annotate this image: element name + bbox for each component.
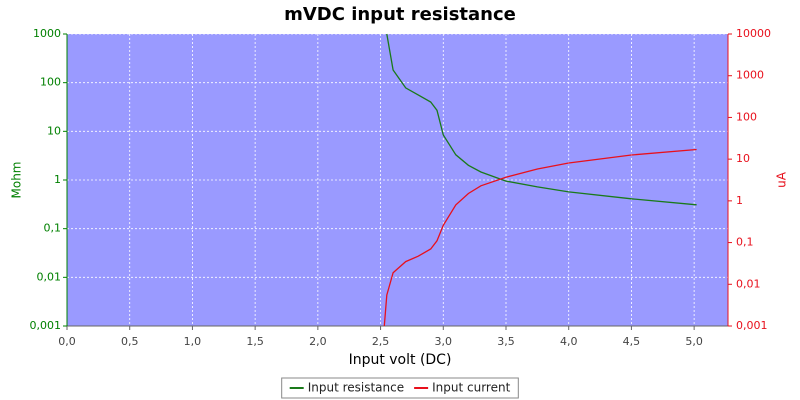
- y2-axis-label: uA: [775, 171, 789, 188]
- x-tick-label: 4,5: [623, 335, 641, 348]
- y-tick-label: 0,01: [37, 270, 62, 283]
- legend-label: Input resistance: [308, 381, 404, 395]
- x-tick-label: 0,5: [121, 335, 139, 348]
- series-line: [383, 148, 697, 327]
- y2-tick-label: 100: [736, 110, 757, 123]
- y-tick-label: 0,001: [30, 319, 62, 332]
- y-tick-label: 1: [54, 173, 61, 186]
- chart-title: mVDC input resistance: [284, 4, 516, 25]
- x-tick-label: 3,5: [497, 335, 515, 348]
- plot-area: [67, 34, 728, 326]
- x-tick-label: 0,0: [58, 335, 76, 348]
- x-tick-label: 2,5: [372, 335, 390, 348]
- y2-tick-label: 0,1: [736, 236, 754, 249]
- y-axis-label: Mohm: [10, 162, 24, 199]
- x-tick-label: 4,0: [560, 335, 578, 348]
- y-tick-label: 10: [47, 124, 61, 137]
- y-tick-label: 1000: [33, 27, 61, 40]
- y2-tick-label: 10: [736, 152, 750, 165]
- x-axis-label: Input volt (DC): [349, 352, 452, 368]
- y-tick-label: 0,1: [44, 222, 62, 235]
- y-tick-label: 100: [40, 76, 61, 89]
- y2-tick-label: 0,01: [736, 277, 761, 290]
- y2-tick-label: 10000: [736, 27, 771, 40]
- y2-tick-label: 1: [736, 194, 743, 207]
- series-line: [386, 33, 697, 206]
- x-tick-label: 2,0: [309, 335, 327, 348]
- x-tick-label: 1,0: [184, 335, 202, 348]
- y2-tick-label: 0,001: [736, 319, 768, 332]
- x-tick-label: 1,5: [246, 335, 264, 348]
- x-tick-label: 3,0: [435, 335, 453, 348]
- x-tick-label: 5,0: [685, 335, 703, 348]
- legend: Input resistance Input current: [281, 377, 519, 399]
- y2-tick-label: 1000: [736, 69, 764, 82]
- legend-label: Input current: [432, 381, 510, 395]
- legend-box: [281, 377, 519, 399]
